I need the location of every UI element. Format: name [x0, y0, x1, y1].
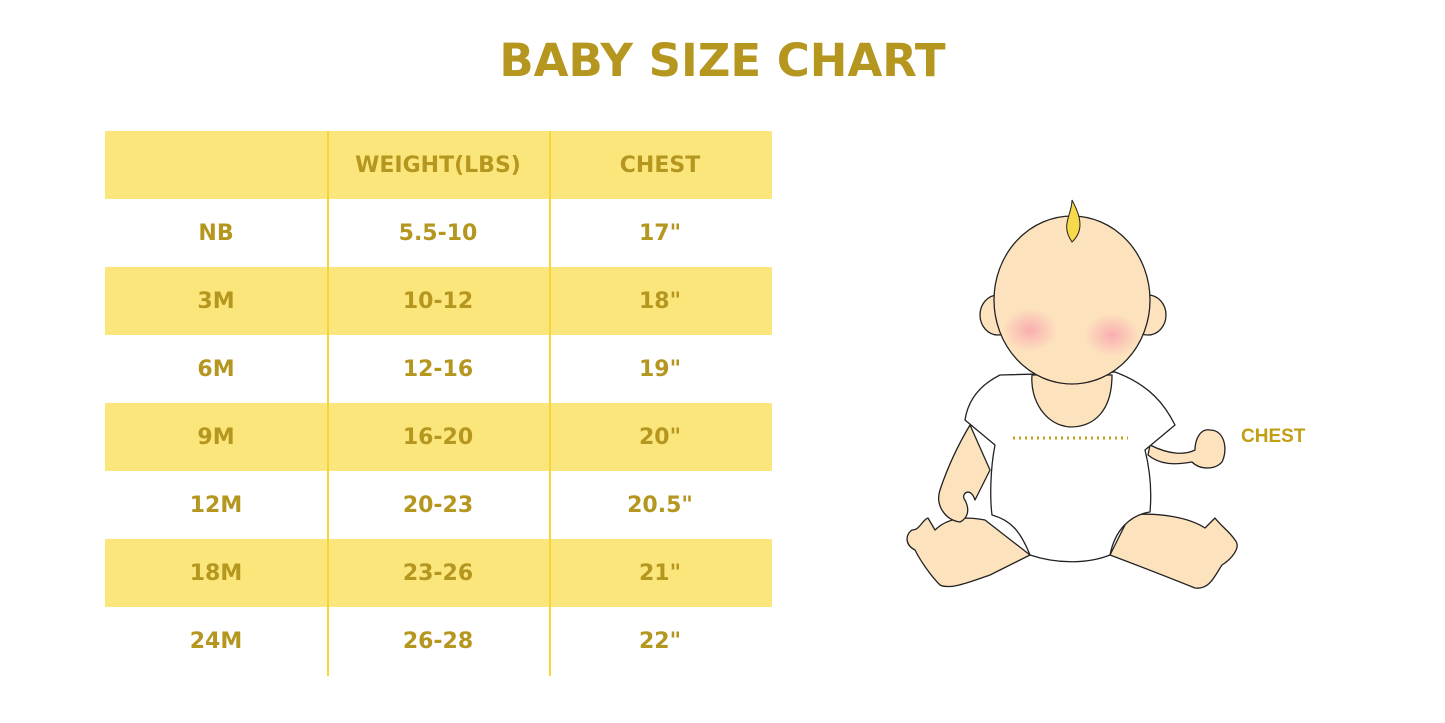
weight-cell: 12-16: [402, 356, 474, 382]
column-divider: [549, 131, 551, 676]
chest-label: CHEST: [1241, 426, 1306, 447]
table-header: WEIGHT(LBS) CHEST: [105, 131, 772, 199]
chest-cell: 22": [638, 628, 682, 654]
table-row: 6M 12-16 19": [105, 335, 772, 403]
size-cell: 24M: [189, 628, 243, 654]
size-cell: 9M: [197, 424, 235, 450]
size-table: WEIGHT(LBS) CHEST NB 5.5-10 17" 3M 10-12…: [105, 131, 772, 675]
table-row: 9M 16-20 20": [105, 403, 772, 471]
chest-cell: 20.5": [627, 492, 693, 518]
header-cell: WEIGHT(LBS): [355, 152, 521, 178]
size-cell: 6M: [197, 356, 235, 382]
chest-cell: 18": [638, 288, 682, 314]
weight-cell: 5.5-10: [398, 220, 478, 246]
size-cell: 12M: [189, 492, 243, 518]
weight-cell: 23-26: [402, 560, 474, 586]
chest-cell: 19": [638, 356, 682, 382]
weight-cell: 20-23: [402, 492, 474, 518]
chest-cell: 17": [638, 220, 682, 246]
size-cell: 18M: [189, 560, 243, 586]
chest-cell: 20": [638, 424, 682, 450]
table-row: 12M 20-23 20.5": [105, 471, 772, 539]
table-row: 18M 23-26 21": [105, 539, 772, 607]
table-row: NB 5.5-10 17": [105, 199, 772, 267]
table-row: 24M 26-28 22": [105, 607, 772, 675]
chest-cell: 21": [638, 560, 682, 586]
size-cell: 3M: [197, 288, 235, 314]
header-cell: CHEST: [619, 152, 701, 178]
weight-cell: 16-20: [402, 424, 474, 450]
weight-cell: 10-12: [402, 288, 474, 314]
column-divider: [327, 131, 329, 676]
weight-cell: 26-28: [402, 628, 474, 654]
table-row: 3M 10-12 18": [105, 267, 772, 335]
size-cell: NB: [198, 220, 234, 246]
page-title: BABY SIZE CHART: [499, 34, 946, 87]
